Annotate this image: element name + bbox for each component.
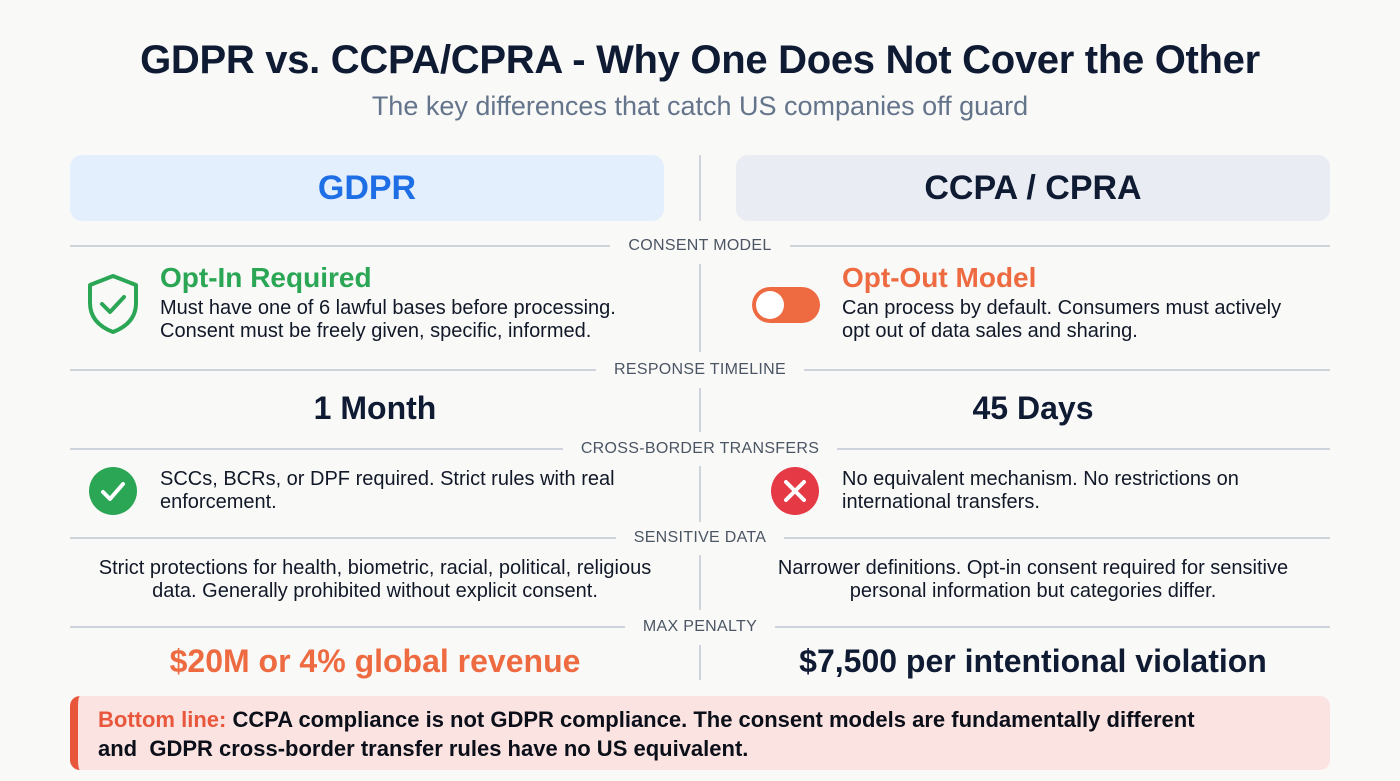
sensitive-gdpr-text-2: data. Generally prohibited without expli… [152, 580, 598, 602]
bottom-line-row-1: Bottom line: CCPA compliance is not GDPR… [98, 705, 1310, 734]
consent-ccpa: Opt-Out Model Can process by default. Co… [842, 262, 1322, 343]
divider-line [803, 369, 1330, 371]
bottom-line-callout: Bottom line: CCPA compliance is not GDPR… [70, 696, 1330, 770]
divider-line [70, 245, 611, 247]
toggle-off-icon [752, 287, 820, 323]
transfers-gdpr-text-2: enforcement. [160, 491, 277, 513]
section-response-timeline: RESPONSE TIMELINE [70, 360, 1330, 380]
consent-gdpr: Opt-In Required Must have one of 6 lawfu… [160, 262, 680, 343]
bottom-line-lead: Bottom line: [98, 707, 227, 732]
consent-ccpa-heading: Opt-Out Model [842, 262, 1037, 293]
section-label: CROSS-BORDER TRANSFERS [580, 440, 820, 457]
shield-check-icon [88, 274, 138, 334]
transfers-ccpa-text-2: international transfers. [842, 491, 1040, 513]
center-divider [699, 555, 701, 610]
section-label: SENSITIVE DATA [633, 529, 767, 546]
divider-line [70, 626, 625, 628]
penalty-ccpa-value: $7,500 per intentional violation [799, 643, 1267, 679]
divider-line [775, 626, 1330, 628]
timeline-ccpa-value: 45 Days [972, 390, 1094, 426]
section-label: RESPONSE TIMELINE [614, 361, 786, 378]
section-label: CONSENT MODEL [628, 237, 772, 254]
center-divider [699, 155, 701, 221]
consent-gdpr-text-2: Consent must be freely given, specific, … [160, 320, 592, 342]
divider-line [70, 448, 563, 450]
bottom-line-text-2: and GDPR cross-border transfer rules hav… [98, 736, 749, 761]
page-subtitle: The key differences that catch US compan… [371, 91, 1029, 121]
column-header-ccpa: CCPA / CPRA [736, 155, 1330, 221]
divider-line [70, 369, 597, 371]
column-header-gdpr: GDPR [70, 155, 664, 221]
consent-gdpr-heading: Opt-In Required [160, 262, 372, 293]
section-label: MAX PENALTY [642, 618, 758, 635]
section-sensitive-data: SENSITIVE DATA [70, 528, 1330, 548]
divider-line [789, 245, 1330, 247]
check-circle-icon [89, 467, 137, 515]
page-title: GDPR vs. CCPA/CPRA - Why One Does Not Co… [140, 38, 1260, 82]
transfers-gdpr-text-1: SCCs, BCRs, or DPF required. Strict rule… [160, 468, 615, 490]
center-divider [699, 264, 701, 352]
sensitive-gdpr: Strict protections for health, biometric… [70, 557, 680, 603]
sensitive-ccpa-text-2: personal information but categories diff… [849, 580, 1217, 602]
center-divider [699, 388, 701, 432]
divider-line [837, 448, 1330, 450]
sensitive-ccpa-text-1: Narrower definitions. Opt-in consent req… [777, 557, 1289, 579]
sensitive-ccpa: Narrower definitions. Opt-in consent req… [720, 557, 1346, 603]
consent-ccpa-text-2: opt out of data sales and sharing. [842, 320, 1138, 342]
transfers-ccpa-text-1: No equivalent mechanism. No restrictions… [842, 468, 1239, 490]
transfers-ccpa: No equivalent mechanism. No restrictions… [842, 468, 1322, 514]
penalty-gdpr-value: $20M or 4% global revenue [169, 643, 581, 679]
timeline-gdpr-value: 1 Month [313, 390, 437, 426]
sensitive-gdpr-text-1: Strict protections for health, biometric… [98, 557, 652, 579]
divider-line [784, 537, 1330, 539]
consent-gdpr-text-1: Must have one of 6 lawful bases before p… [160, 297, 616, 319]
section-max-penalty: MAX PENALTY [70, 617, 1330, 637]
center-divider [699, 466, 701, 522]
bottom-line-text-1: CCPA compliance is not GDPR compliance. … [226, 707, 1195, 732]
divider-line [70, 537, 616, 539]
section-cross-border-transfers: CROSS-BORDER TRANSFERS [70, 439, 1330, 459]
section-consent-model: CONSENT MODEL [70, 236, 1330, 256]
center-divider [699, 645, 701, 680]
x-circle-icon [771, 467, 819, 515]
consent-ccpa-text-1: Can process by default. Consumers must a… [842, 297, 1282, 319]
transfers-gdpr: SCCs, BCRs, or DPF required. Strict rule… [160, 468, 680, 514]
